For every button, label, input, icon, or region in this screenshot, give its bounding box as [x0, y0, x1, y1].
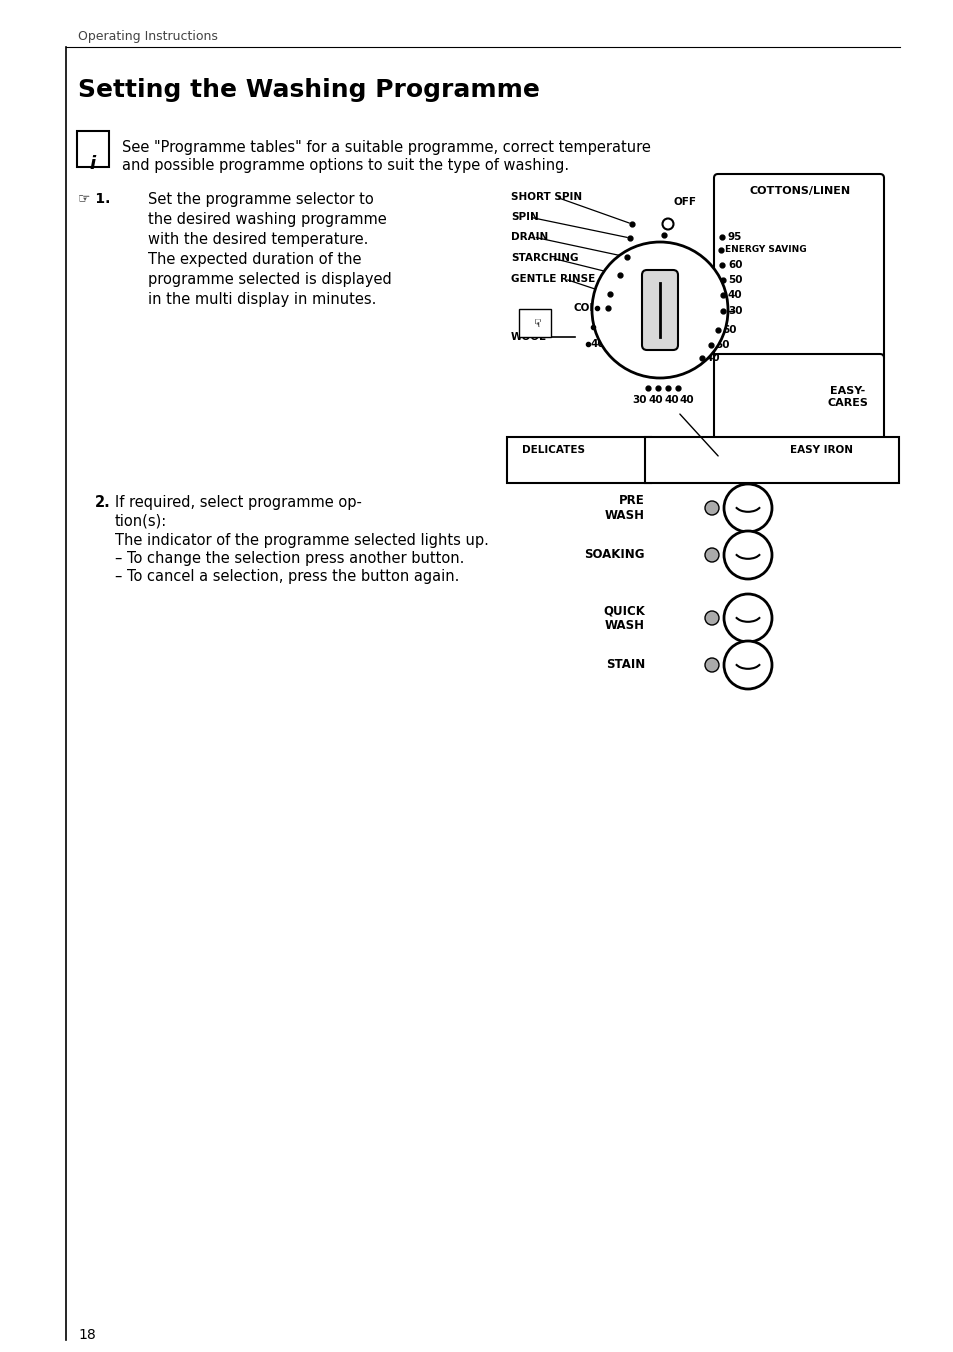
FancyBboxPatch shape	[644, 437, 898, 483]
Text: DRAIN: DRAIN	[511, 233, 548, 242]
Text: SHORT SPIN: SHORT SPIN	[511, 192, 581, 201]
Text: QUICK
WASH: QUICK WASH	[602, 604, 644, 631]
Text: 30: 30	[727, 306, 741, 316]
Circle shape	[704, 611, 719, 625]
Text: SPIN: SPIN	[511, 212, 538, 222]
Text: ENERGY SAVING: ENERGY SAVING	[724, 245, 806, 254]
Text: STAIN: STAIN	[605, 658, 644, 672]
Text: EASY-
CARES: EASY- CARES	[826, 387, 867, 408]
Text: 2.: 2.	[95, 495, 111, 510]
Text: ☞ 1.: ☞ 1.	[78, 192, 111, 206]
FancyBboxPatch shape	[713, 354, 883, 442]
Circle shape	[723, 641, 771, 690]
Circle shape	[704, 548, 719, 562]
Text: COLD: COLD	[574, 303, 605, 314]
Text: 60: 60	[721, 324, 736, 335]
FancyBboxPatch shape	[641, 270, 678, 350]
Text: 40: 40	[705, 353, 720, 362]
Text: 50: 50	[714, 339, 729, 350]
Text: 30: 30	[632, 395, 646, 406]
Circle shape	[704, 502, 719, 515]
Text: with the desired temperature.: with the desired temperature.	[148, 233, 368, 247]
Text: Set the programme selector to: Set the programme selector to	[148, 192, 374, 207]
Text: 18: 18	[78, 1328, 95, 1343]
Text: 30: 30	[596, 322, 610, 333]
Text: programme selected is displayed: programme selected is displayed	[148, 272, 392, 287]
Circle shape	[661, 219, 673, 230]
Text: ☞: ☞	[530, 318, 539, 329]
Circle shape	[723, 531, 771, 579]
Text: – To change the selection press another button.: – To change the selection press another …	[115, 552, 464, 566]
Text: 40: 40	[664, 395, 679, 406]
Text: 50: 50	[727, 274, 741, 285]
Text: The indicator of the programme selected lights up.: The indicator of the programme selected …	[115, 533, 488, 548]
FancyBboxPatch shape	[713, 174, 883, 362]
Text: 40: 40	[727, 289, 741, 300]
Text: SOAKING: SOAKING	[584, 549, 644, 561]
Text: See "Programme tables" for a suitable programme, correct temperature: See "Programme tables" for a suitable pr…	[122, 141, 650, 155]
Text: EASY IRON: EASY IRON	[789, 445, 852, 456]
Text: the desired washing programme: the desired washing programme	[148, 212, 386, 227]
Circle shape	[592, 242, 727, 379]
Text: DELICATES: DELICATES	[521, 445, 584, 456]
Text: 40: 40	[590, 339, 605, 349]
Text: 40: 40	[648, 395, 662, 406]
Text: 60: 60	[727, 260, 741, 270]
FancyBboxPatch shape	[506, 437, 650, 483]
Text: in the multi display in minutes.: in the multi display in minutes.	[148, 292, 376, 307]
FancyBboxPatch shape	[77, 131, 109, 168]
Text: Setting the Washing Programme: Setting the Washing Programme	[78, 78, 539, 101]
Text: i: i	[90, 155, 96, 173]
Text: – To cancel a selection, press the button again.: – To cancel a selection, press the butto…	[115, 569, 459, 584]
Text: STARCHING: STARCHING	[511, 253, 578, 264]
Text: 40: 40	[679, 395, 694, 406]
Text: OFF: OFF	[673, 197, 697, 207]
Text: The expected duration of the: The expected duration of the	[148, 251, 361, 266]
Circle shape	[704, 658, 719, 672]
Text: and possible programme options to suit the type of washing.: and possible programme options to suit t…	[122, 158, 569, 173]
Text: PRE
WASH: PRE WASH	[604, 493, 644, 522]
Text: Operating Instructions: Operating Instructions	[78, 30, 217, 43]
Circle shape	[723, 594, 771, 642]
Text: GENTLE RINSE: GENTLE RINSE	[511, 274, 595, 284]
Text: tion(s):: tion(s):	[115, 512, 167, 529]
FancyBboxPatch shape	[518, 310, 551, 337]
Circle shape	[723, 484, 771, 531]
Text: If required, select programme op-: If required, select programme op-	[115, 495, 361, 510]
Text: COTTONS/LINEN: COTTONS/LINEN	[749, 187, 850, 196]
Text: WOOL: WOOL	[511, 333, 546, 342]
Text: 95: 95	[727, 233, 741, 242]
